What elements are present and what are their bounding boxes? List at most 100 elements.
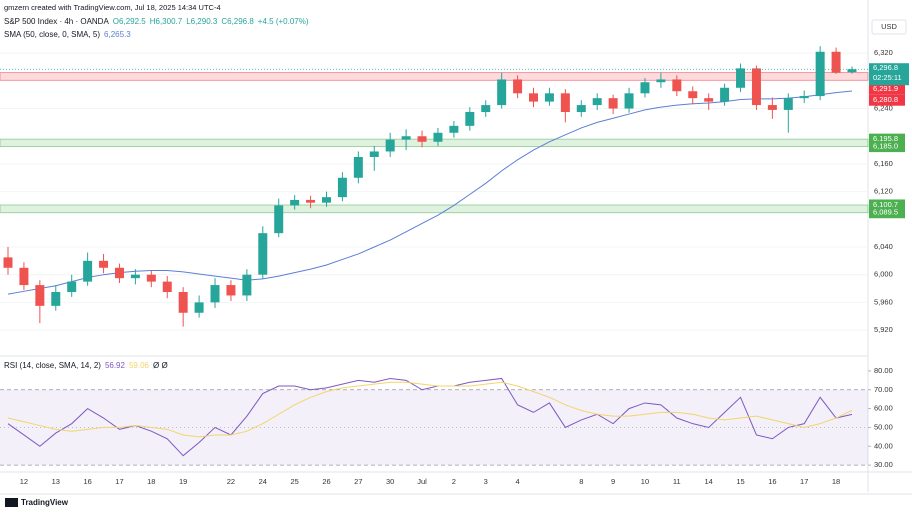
price-label: 6,100.7 [873, 200, 898, 209]
candle-body [258, 233, 268, 275]
candle-body [433, 132, 443, 142]
x-tick-label: 22 [227, 477, 235, 486]
x-tick-label: 12 [20, 477, 28, 486]
candle-body [576, 105, 586, 112]
candle-body [417, 136, 427, 142]
candle-body [624, 93, 634, 109]
x-tick-label: 2 [452, 477, 456, 486]
candle-body [385, 139, 395, 152]
x-tick-label: Jul [417, 477, 427, 486]
price-label: 6,089.5 [873, 208, 898, 217]
price-label-box [869, 94, 905, 106]
candle-body [178, 292, 188, 313]
y-tick-label: 30.00 [874, 460, 893, 469]
candle-body [592, 98, 602, 106]
rsi-line [7, 381, 853, 438]
footer-brand: TradingView [21, 498, 69, 507]
logo [5, 498, 18, 507]
symbol-legend: S&P 500 Index · 4h · OANDA O6,292.5 H6,300… [4, 17, 309, 26]
candle-body [847, 69, 857, 73]
candle-body [608, 98, 618, 109]
y-tick-label: 50.00 [874, 422, 893, 431]
candle-body [513, 79, 523, 94]
candle-body [353, 157, 363, 178]
sma-value: 6,265.3 [104, 30, 131, 39]
x-tick-label: 24 [259, 477, 267, 486]
x-tick-label: 30 [386, 477, 394, 486]
candle-body [783, 98, 793, 110]
x-tick-label: 11 [673, 477, 681, 486]
candle-body [401, 136, 411, 140]
x-tick-label: 26 [322, 477, 330, 486]
candle-body [688, 91, 698, 99]
currency-box [871, 19, 907, 35]
x-tick-label: 17 [115, 477, 123, 486]
candle-body [481, 105, 491, 112]
price-label-box [869, 83, 905, 95]
y-tick-label: 80.00 [874, 366, 893, 375]
x-tick-label: 13 [52, 477, 60, 486]
credit: gmzern created with TradingView.com, Jul… [4, 3, 221, 12]
last-price-box [869, 63, 909, 86]
x-tick-label: 19 [179, 477, 187, 486]
x-tick-label: 3 [484, 477, 488, 486]
candle-body [369, 151, 379, 157]
candle-body [114, 267, 124, 279]
y-tick-label: 6,320 [874, 48, 893, 57]
sma-name: SMA (50, close, 0, SMA, 5) [4, 30, 100, 39]
x-tick-label: 25 [290, 477, 298, 486]
candle-body [640, 82, 650, 94]
y-tick-label: 5,960 [874, 297, 893, 306]
x-tick-label: 18 [147, 477, 155, 486]
candle-body [529, 93, 539, 102]
ohlc-value: O6,292.5 [113, 17, 146, 26]
candle-body [831, 51, 841, 73]
price-label: 6,291.9 [873, 84, 898, 93]
zone [0, 72, 869, 81]
candle-body [242, 274, 252, 296]
ohlc-value: C6,296.8 [221, 17, 254, 26]
price-label-box [869, 207, 905, 219]
y-tick-label: 5,920 [874, 325, 893, 334]
x-tick-label: 18 [832, 477, 840, 486]
ohlc-value: L6,290.3 [186, 17, 218, 26]
y-tick-label: 6,040 [874, 242, 893, 251]
sma-line [7, 90, 853, 295]
x-tick-label: 27 [354, 477, 362, 486]
candle-body [67, 281, 77, 292]
candle-body [194, 302, 204, 313]
y-tick-label: 6,000 [874, 270, 893, 279]
rsi-extra: Ø Ø [153, 361, 168, 370]
candle-body [337, 177, 347, 198]
candle-body [226, 285, 236, 296]
candle-body [815, 51, 825, 97]
candle-body [656, 79, 666, 83]
last-price-label: 6,296.8 [873, 63, 898, 72]
rsi-band [0, 389, 868, 466]
candle-body [704, 98, 714, 102]
candle-body [290, 199, 300, 206]
rsi-value: 59.06 [129, 361, 150, 370]
y-tick-label: 60.00 [874, 404, 893, 413]
y-tick-label: 6,160 [874, 159, 893, 168]
rsi-value: 56.92 [105, 361, 126, 370]
candle-body [672, 79, 682, 92]
candle-body [560, 93, 570, 112]
candle-body [465, 112, 475, 126]
candle-body [736, 68, 746, 88]
candle-body [3, 257, 13, 268]
x-tick-label: 9 [611, 477, 615, 486]
y-tick-label: 40.00 [874, 441, 893, 450]
countdown: 02:25:11 [873, 73, 902, 82]
candle-body [544, 93, 554, 102]
candle-body [306, 199, 316, 203]
rsi-line [7, 377, 853, 457]
symbol: S&P 500 Index · 4h · OANDA [4, 17, 109, 26]
candle-body [19, 267, 29, 286]
price-label: 6,280.8 [873, 95, 898, 104]
candle-body [449, 125, 459, 133]
candle-body [720, 87, 730, 102]
rsi-legend: RSI (14, close, SMA, 14, 2) 56.92 59.06 Ø Ø [4, 361, 168, 370]
candle-body [321, 197, 331, 203]
